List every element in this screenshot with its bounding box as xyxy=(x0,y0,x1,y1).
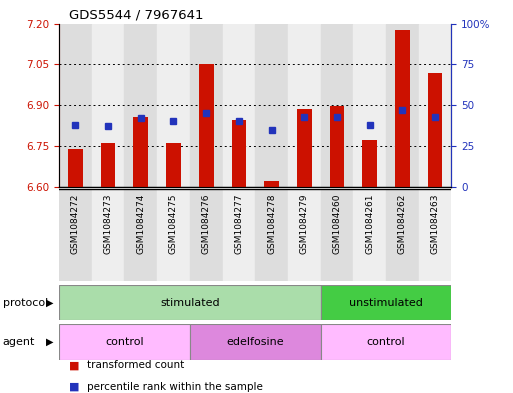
Bar xyxy=(288,189,321,281)
Text: protocol: protocol xyxy=(3,298,48,308)
Bar xyxy=(231,120,246,187)
Bar xyxy=(124,189,157,281)
Text: percentile rank within the sample: percentile rank within the sample xyxy=(87,382,263,392)
Bar xyxy=(255,189,288,281)
Bar xyxy=(321,324,451,360)
Bar xyxy=(190,189,223,281)
Text: control: control xyxy=(105,337,144,347)
Bar xyxy=(59,285,321,320)
Text: GSM1084263: GSM1084263 xyxy=(430,193,440,254)
Bar xyxy=(133,118,148,187)
Text: GSM1084277: GSM1084277 xyxy=(234,193,243,254)
Bar xyxy=(297,109,311,187)
Bar xyxy=(330,107,344,187)
Text: edelfosine: edelfosine xyxy=(226,337,284,347)
Bar xyxy=(223,189,255,281)
Text: ▶: ▶ xyxy=(46,298,54,308)
Bar xyxy=(190,324,321,360)
Text: control: control xyxy=(367,337,405,347)
Bar xyxy=(166,143,181,187)
Bar xyxy=(428,73,442,187)
Text: stimulated: stimulated xyxy=(160,298,220,308)
Text: GDS5544 / 7967641: GDS5544 / 7967641 xyxy=(69,9,204,22)
Bar xyxy=(264,181,279,187)
Bar xyxy=(395,30,410,187)
Bar xyxy=(386,24,419,187)
Text: GSM1084262: GSM1084262 xyxy=(398,193,407,253)
Bar xyxy=(59,189,92,281)
Text: GSM1084260: GSM1084260 xyxy=(332,193,342,254)
Bar xyxy=(255,24,288,187)
Bar xyxy=(353,189,386,281)
Bar xyxy=(419,189,451,281)
Text: ■: ■ xyxy=(69,360,80,371)
Text: GSM1084276: GSM1084276 xyxy=(202,193,211,254)
Text: GSM1084278: GSM1084278 xyxy=(267,193,276,254)
Text: GSM1084275: GSM1084275 xyxy=(169,193,178,254)
Text: unstimulated: unstimulated xyxy=(349,298,423,308)
Text: ■: ■ xyxy=(69,382,80,392)
Text: GSM1084274: GSM1084274 xyxy=(136,193,145,253)
Bar xyxy=(190,24,223,187)
Text: agent: agent xyxy=(3,337,35,347)
Text: ▶: ▶ xyxy=(46,337,54,347)
Text: GSM1084273: GSM1084273 xyxy=(104,193,112,254)
Text: GSM1084279: GSM1084279 xyxy=(300,193,309,254)
Bar xyxy=(321,285,451,320)
Text: GSM1084272: GSM1084272 xyxy=(71,193,80,253)
Bar xyxy=(157,189,190,281)
Bar xyxy=(288,24,321,187)
Bar xyxy=(59,324,190,360)
Bar xyxy=(362,140,377,187)
Bar xyxy=(321,189,353,281)
Text: GSM1084261: GSM1084261 xyxy=(365,193,374,254)
Bar xyxy=(157,24,190,187)
Bar xyxy=(223,24,255,187)
Bar xyxy=(101,143,115,187)
Bar xyxy=(59,24,92,187)
Bar xyxy=(321,24,353,187)
Text: transformed count: transformed count xyxy=(87,360,185,371)
Bar xyxy=(386,189,419,281)
Bar xyxy=(68,149,83,187)
Bar xyxy=(92,24,124,187)
Bar xyxy=(199,64,213,187)
Bar xyxy=(419,24,451,187)
Bar xyxy=(92,189,125,281)
Bar xyxy=(353,24,386,187)
Bar xyxy=(124,24,157,187)
